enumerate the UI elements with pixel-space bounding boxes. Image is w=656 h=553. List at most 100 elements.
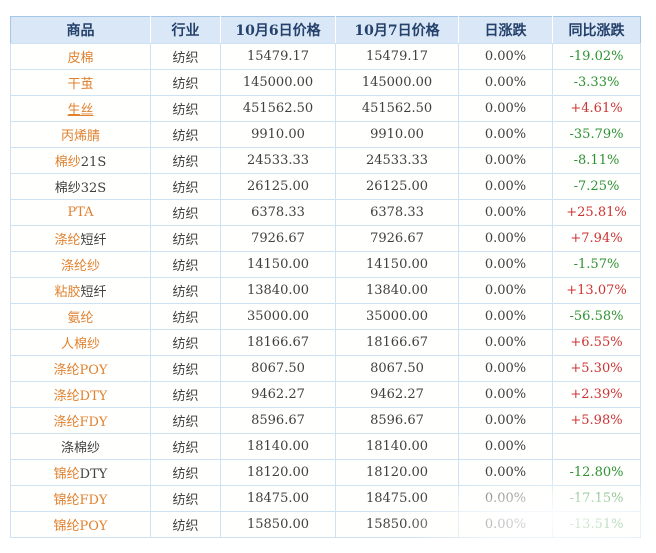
industry-cell: 纺织: [150, 277, 221, 304]
price-oct6-cell: 6378.33: [220, 199, 336, 226]
price-oct7-cell: 14150.00: [335, 251, 459, 278]
price-oct6-cell: 7926.67: [220, 225, 336, 252]
commodity-link[interactable]: 棉纱: [54, 155, 81, 170]
table-row: 涤纶POY 纺织 8067.50 8067.50 0.00% +5.30%: [10, 355, 641, 382]
industry-cell: 纺织: [150, 69, 221, 96]
column-header-4: 日涨跌: [458, 16, 553, 44]
commodity-cell: 皮棉: [10, 43, 151, 70]
price-oct7-cell: 15479.17: [335, 43, 459, 70]
yoy-change-cell: -1.57%: [552, 251, 641, 278]
column-header-5: 同比涨跌: [552, 16, 641, 44]
table-row: 涤纶FDY 纺织 8596.67 8596.67 0.00% +5.98%: [10, 407, 641, 434]
price-oct7-cell: 18140.00: [335, 433, 459, 460]
table-row: 生丝 纺织 451562.50 451562.50 0.00% +4.61%: [10, 95, 641, 122]
daily-change-cell: 0.00%: [458, 511, 553, 538]
column-header-2: 10月6日价格: [220, 16, 336, 44]
commodity-link[interactable]: 涤纶DTY: [53, 389, 108, 404]
commodity-cell: 干茧: [10, 69, 151, 96]
yoy-change-cell: +6.55%: [552, 329, 641, 356]
industry-cell: 纺织: [150, 43, 221, 70]
price-oct6-cell: 451562.50: [220, 95, 336, 122]
yoy-change-cell: -3.33%: [552, 69, 641, 96]
industry-cell: 纺织: [150, 95, 221, 122]
table-row: 锦纶POY 纺织 15850.00 15850.00 0.00% -13.51%: [10, 511, 641, 538]
table-row: 棉纱32S 纺织 26125.00 26125.00 0.00% -7.25%: [10, 173, 641, 200]
industry-cell: 纺织: [150, 121, 221, 148]
price-oct7-cell: 18120.00: [335, 459, 459, 486]
yoy-change-cell: +4.61%: [552, 95, 641, 122]
table-row: 涤纶短纤 纺织 7926.67 7926.67 0.00% +7.94%: [10, 225, 641, 252]
commodity-link[interactable]: 皮棉: [67, 51, 94, 66]
yoy-change-cell: -8.11%: [552, 147, 641, 174]
table-row: 皮棉 纺织 15479.17 15479.17 0.00% -19.02%: [10, 43, 641, 70]
commodity-cell: 涤纶纱: [10, 251, 151, 278]
daily-change-cell: 0.00%: [458, 251, 553, 278]
price-oct6-cell: 35000.00: [220, 303, 336, 330]
daily-change-cell: 0.00%: [458, 303, 553, 330]
table-row: 粘胶短纤 纺织 13840.00 13840.00 0.00% +13.07%: [10, 277, 641, 304]
commodity-link[interactable]: 锦纶FDY: [53, 493, 108, 508]
table-row: 涤纶纱 纺织 14150.00 14150.00 0.00% -1.57%: [10, 251, 641, 278]
industry-cell: 纺织: [150, 303, 221, 330]
price-oct7-cell: 13840.00: [335, 277, 459, 304]
commodity-link[interactable]: 涤纶: [54, 233, 81, 248]
industry-cell: 纺织: [150, 485, 221, 512]
daily-change-cell: 0.00%: [458, 43, 553, 70]
commodity-cell: 涤纶POY: [10, 355, 151, 382]
commodity-cell: 粘胶短纤: [10, 277, 151, 304]
yoy-change-cell: +13.07%: [552, 277, 641, 304]
commodity-link[interactable]: 锦纶POY: [53, 519, 108, 534]
commodity-link[interactable]: 涤纶POY: [53, 363, 108, 378]
commodity-link[interactable]: 涤纶纱: [60, 259, 100, 274]
price-oct7-cell: 145000.00: [335, 69, 459, 96]
commodity-cell: 棉纱32S: [10, 173, 151, 200]
industry-cell: 纺织: [150, 329, 221, 356]
commodity-link[interactable]: 粘胶: [54, 285, 81, 300]
commodity-cell: 生丝: [10, 95, 151, 122]
price-oct6-cell: 145000.00: [220, 69, 336, 96]
price-oct7-cell: 9910.00: [335, 121, 459, 148]
table-header: 商品 行业 10月6日价格 10月7日价格 日涨跌 同比涨跌: [10, 16, 641, 44]
price-oct7-cell: 8067.50: [335, 355, 459, 382]
commodity-link[interactable]: PTA: [67, 205, 94, 220]
price-oct7-cell: 18166.67: [335, 329, 459, 356]
industry-cell: 纺织: [150, 173, 221, 200]
commodity-link[interactable]: 涤纶FDY: [53, 415, 108, 430]
column-header-3: 10月7日价格: [335, 16, 459, 44]
commodity-link[interactable]: 干茧: [67, 77, 94, 92]
daily-change-cell: 0.00%: [458, 329, 553, 356]
daily-change-cell: 0.00%: [458, 95, 553, 122]
industry-cell: 纺织: [150, 381, 221, 408]
price-oct7-cell: 9462.27: [335, 381, 459, 408]
daily-change-cell: 0.00%: [458, 381, 553, 408]
commodity-cell: 涤纶短纤: [10, 225, 151, 252]
price-oct6-cell: 15850.00: [220, 511, 336, 538]
commodity-link[interactable]: 丙烯腈: [60, 129, 100, 144]
commodity-text: 短纤: [80, 233, 107, 248]
price-oct7-cell: 26125.00: [335, 173, 459, 200]
table-row: 涤纶DTY 纺织 9462.27 9462.27 0.00% +2.39%: [10, 381, 641, 408]
daily-change-cell: 0.00%: [458, 485, 553, 512]
commodity-cell: 锦纶POY: [10, 511, 151, 538]
commodity-text: 涤棉纱: [60, 441, 100, 456]
commodity-link[interactable]: 锦纶: [53, 467, 80, 482]
commodity-cell: 人棉纱: [10, 329, 151, 356]
commodity-cell: 涤纶DTY: [10, 381, 151, 408]
industry-cell: 纺织: [150, 225, 221, 252]
table-row: 丙烯腈 纺织 9910.00 9910.00 0.00% -35.79%: [10, 121, 641, 148]
commodity-link[interactable]: 生丝: [67, 103, 94, 118]
yoy-change-cell: +2.39%: [552, 381, 641, 408]
yoy-change-cell: +5.30%: [552, 355, 641, 382]
daily-change-cell: 0.00%: [458, 459, 553, 486]
table-row: PTA 纺织 6378.33 6378.33 0.00% +25.81%: [10, 199, 641, 226]
yoy-change-cell: +25.81%: [552, 199, 641, 226]
commodity-link[interactable]: 人棉纱: [60, 337, 100, 352]
yoy-change-cell: -35.79%: [552, 121, 641, 148]
table-row: 人棉纱 纺织 18166.67 18166.67 0.00% +6.55%: [10, 329, 641, 356]
yoy-change-cell: -7.25%: [552, 173, 641, 200]
commodity-link[interactable]: 氨纶: [67, 311, 94, 326]
commodity-text: 棉纱32S: [54, 181, 107, 196]
commodity-cell: 锦纶FDY: [10, 485, 151, 512]
price-oct6-cell: 18140.00: [220, 433, 336, 460]
